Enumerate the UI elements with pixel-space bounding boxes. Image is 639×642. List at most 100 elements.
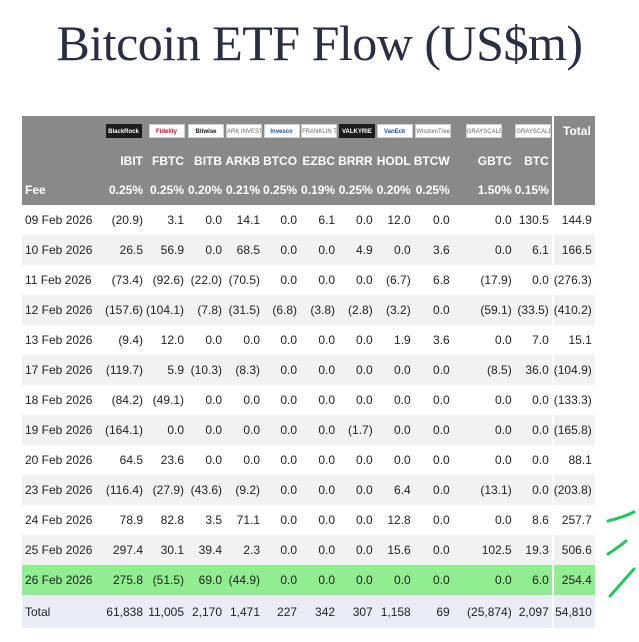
flow-value: 0.0: [375, 385, 414, 415]
row-date: 12 Feb 2026: [22, 295, 101, 325]
flow-value: 0.0: [413, 385, 453, 415]
table-row: 19 Feb 2026 (164.1) 0.0 0.0 0.0 0.0 0.0 (1.7) 0.…: [22, 415, 595, 445]
logo-cell: GRAYSCALE: [514, 116, 553, 146]
flow-value: 0.0: [187, 415, 226, 445]
totals-row: Total 61,838 11,005 2,170 1,471 227 342 307 1,15…: [22, 595, 595, 628]
flow-value: 0.0: [300, 505, 339, 535]
table-row: 25 Feb 2026 297.4 30.1 39.4 2.3 0.0 0.0 0.0 15.6…: [22, 535, 595, 565]
flow-value: 0.0: [263, 235, 301, 265]
fund-total: 342: [300, 595, 339, 628]
flow-value: 0.0: [452, 235, 515, 265]
fund-total: 227: [263, 595, 301, 628]
flow-value: 0.0: [187, 205, 226, 235]
table-row: 24 Feb 2026 78.9 82.8 3.5 71.1 0.0 0.0 0.0 12.8 0…: [22, 505, 595, 535]
flow-value: 0.0: [375, 355, 414, 385]
flow-value: 3.1: [146, 205, 188, 235]
flow-value: 6.0: [514, 565, 553, 595]
header-blank: [22, 116, 101, 146]
ticker-ezbc: EZBC: [300, 146, 339, 175]
logo-header-row: BlackRock Fidelity Bitwise ARK INVEST Invesc…: [22, 116, 595, 146]
flow-value: 7.0: [514, 325, 553, 355]
flow-value: (31.5): [225, 295, 264, 325]
flow-value: 275.8: [101, 565, 146, 595]
fund-logo-10: GRAYSCALE: [465, 124, 502, 139]
flow-value: (157.6): [101, 295, 146, 325]
flow-value: (70.5): [225, 265, 264, 295]
flow-value: (8.3): [225, 355, 264, 385]
flow-value: 23.6: [146, 445, 188, 475]
flow-value: 0.0: [413, 205, 453, 235]
ticker-fbtc: FBTC: [146, 146, 188, 175]
row-total: (203.8): [551, 475, 595, 505]
flow-value: 0.0: [300, 325, 339, 355]
flow-value: 1.9: [375, 325, 414, 355]
row-date: 26 Feb 2026: [22, 565, 101, 595]
flow-value: 0.0: [514, 385, 553, 415]
fund-total: 11,005: [146, 595, 188, 628]
flow-value: 69.0: [187, 565, 226, 595]
fee-value: 0.20%: [375, 175, 414, 205]
green-check-marks: [606, 510, 636, 598]
flow-value: 0.0: [263, 475, 301, 505]
flow-value: (3.2): [375, 295, 414, 325]
ticker-btc: BTC: [514, 146, 553, 175]
flow-value: 0.0: [225, 385, 264, 415]
flow-value: (17.9): [452, 265, 515, 295]
flow-value: 6.1: [514, 235, 553, 265]
flow-value: 0.0: [452, 415, 515, 445]
flow-value: 0.0: [375, 565, 414, 595]
flow-value: (119.7): [101, 355, 146, 385]
flow-value: (116.4): [101, 475, 146, 505]
flow-value: (8.5): [452, 355, 515, 385]
row-total: (104.9): [551, 355, 595, 385]
flow-value: 0.0: [413, 415, 453, 445]
flow-value: (22.0): [187, 265, 226, 295]
table-row: 20 Feb 2026 64.5 23.6 0.0 0.0 0.0 0.0 0.0 0.0 0.0…: [22, 445, 595, 475]
row-total: (276.3): [551, 265, 595, 295]
flow-value: 0.0: [375, 445, 414, 475]
flow-value: 0.0: [514, 475, 553, 505]
ticker-blank: [22, 146, 101, 175]
flow-value: 12.0: [375, 205, 414, 235]
fund-logo-5: Invesco: [263, 124, 300, 139]
fee-value: 0.15%: [514, 175, 553, 205]
totals-label: Total: [22, 595, 101, 628]
flow-value: (59.1): [452, 295, 515, 325]
row-date: 25 Feb 2026: [22, 535, 101, 565]
flow-value: 0.0: [413, 565, 453, 595]
flow-value: (73.4): [101, 265, 146, 295]
ticker-arkb: ARKB: [225, 146, 264, 175]
row-total: (165.8): [551, 415, 595, 445]
flow-value: (27.9): [146, 475, 188, 505]
table-row: 11 Feb 2026 (73.4) (92.6) (22.0) (70.5) 0.0 0.…: [22, 265, 595, 295]
flow-value: (6.7): [375, 265, 414, 295]
table-row: 13 Feb 2026 (9.4) 12.0 0.0 0.0 0.0 0.0 0.0 1.9 3.…: [22, 325, 595, 355]
fund-logo-1: BlackRock: [105, 124, 142, 139]
flow-value: 0.0: [452, 505, 515, 535]
fee-value: 0.20%: [187, 175, 226, 205]
flow-value: 30.1: [146, 535, 188, 565]
row-total: 166.5: [551, 235, 595, 265]
flow-value: 0.0: [263, 385, 301, 415]
flow-value: 39.4: [187, 535, 226, 565]
fee-total-blank: [551, 175, 595, 205]
flow-value: 0.0: [514, 265, 553, 295]
logo-cell: WisdomTree: [413, 116, 453, 146]
flow-value: 64.5: [101, 445, 146, 475]
row-date: 24 Feb 2026: [22, 505, 101, 535]
fee-row: Fee 0.25% 0.25% 0.20% 0.21% 0.25% 0.19% 0.25% 0.…: [22, 175, 595, 205]
flow-value: 0.0: [263, 205, 301, 235]
fee-value: 0.25%: [338, 175, 376, 205]
flow-value: 0.0: [263, 325, 301, 355]
fund-logo-11: GRAYSCALE: [515, 124, 552, 139]
flow-value: (9.4): [101, 325, 146, 355]
flow-value: (43.6): [187, 475, 226, 505]
flow-value: 12.0: [146, 325, 188, 355]
fund-total: (25,874): [452, 595, 515, 628]
flow-value: 102.5: [452, 535, 515, 565]
flow-value: (44.9): [225, 565, 264, 595]
flow-value: 0.0: [300, 235, 339, 265]
annotation-mark-3: [608, 567, 636, 598]
flow-value: 4.9: [338, 235, 376, 265]
logo-cell: FRANKLIN TEMPLETON: [300, 116, 339, 146]
